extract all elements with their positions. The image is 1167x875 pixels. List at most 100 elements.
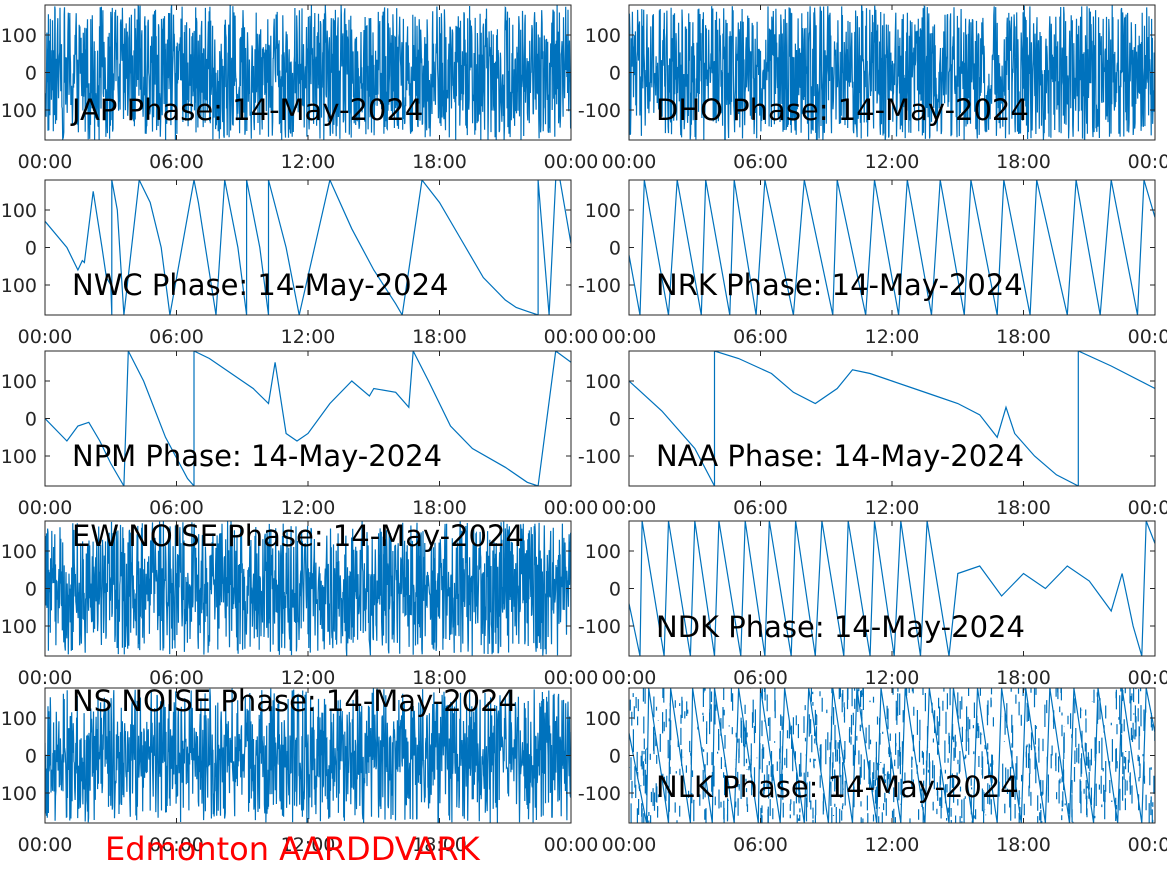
y-tick-label: -100 (578, 616, 621, 638)
x-tick-label: 12:00 (281, 151, 336, 173)
panel-naa: 100 0 -100 00:00 06:00 12:00 18:00 00:00 NAA Pha… (578, 350, 1167, 519)
panel-title: NWC Phase: 14-May-2024 (72, 268, 449, 302)
x-tick-label: 00:00 (544, 667, 599, 689)
x-tick-label: 06:00 (149, 497, 204, 519)
x-tick-label: 00:00 (1128, 834, 1167, 856)
x-tick-label: 00:00 (1128, 326, 1167, 348)
panel-nrk: 100 0 -100 00:00 06:00 12:00 18:00 00:00 NRK Pha… (578, 179, 1167, 348)
y-tick-label: 100 (1, 371, 37, 393)
panel-ndk: 100 0 -100 00:00 06:00 12:00 18:00 00:00 NDK Pha… (578, 520, 1167, 689)
x-tick-label: 12:00 (865, 834, 920, 856)
x-tick-label: 06:00 (149, 151, 204, 173)
y-tick-label: 0 (25, 238, 37, 260)
y-tick-label: 100 (1, 541, 37, 563)
y-tick-label: 0 (25, 63, 37, 85)
phase-series-line (45, 5, 571, 140)
y-tick-label: 0 (609, 409, 621, 431)
phase-series-line (45, 521, 571, 656)
phase-series-line (629, 688, 1155, 823)
panel-dho: 100 0 -100 00:00 06:00 12:00 18:00 00:00 DHO Pha… (578, 4, 1167, 173)
x-tick-label: 18:00 (996, 667, 1051, 689)
panel-title: NRK Phase: 14-May-2024 (656, 268, 1023, 302)
x-tick-label: 12:00 (281, 667, 336, 689)
y-tick-label: -100 (578, 446, 621, 468)
x-tick-label: 06:00 (733, 667, 788, 689)
y-tick-label: 0 (609, 238, 621, 260)
x-tick-label: 00:00 (602, 667, 657, 689)
x-tick-label: 06:00 (149, 667, 204, 689)
y-tick-label: 0 (25, 409, 37, 431)
x-tick-label: 00:00 (18, 326, 73, 348)
phase-series-line (45, 351, 571, 486)
phase-series-line (45, 180, 571, 315)
panel-title: NLK Phase: 14-May-2024 (656, 770, 1019, 804)
panel-title: DHO Phase: 14-May-2024 (656, 93, 1029, 127)
x-tick-label: 18:00 (412, 667, 467, 689)
x-tick-label: 18:00 (412, 151, 467, 173)
x-tick-label: 06:00 (733, 151, 788, 173)
x-tick-label: 06:00 (733, 497, 788, 519)
y-tick-label: -100 (0, 616, 37, 638)
y-tick-label: -100 (578, 100, 621, 122)
x-tick-label: 12:00 (281, 497, 336, 519)
x-tick-label: 00:00 (1128, 151, 1167, 173)
x-tick-label: 00:00 (18, 151, 73, 173)
y-tick-label: 100 (1, 708, 37, 730)
panel-npm: 100 0 -100 00:00 06:00 12:00 18:00 00:00 NPM Pha… (0, 350, 599, 519)
y-tick-label: 0 (609, 746, 621, 768)
x-tick-label: 18:00 (412, 834, 467, 856)
x-tick-label: 18:00 (996, 326, 1051, 348)
y-tick-label: 0 (609, 579, 621, 601)
x-tick-label: 00:00 (544, 834, 599, 856)
panel-jap: 100 0 -100 00:00 06:00 12:00 18:00 00:00 JAP Pha… (0, 4, 598, 173)
footer-label: Edmonton AARDDVARK (105, 830, 481, 868)
y-tick-label: -100 (0, 275, 37, 297)
x-tick-label: 00:00 (1128, 497, 1167, 519)
y-tick-label: -100 (0, 100, 37, 122)
phase-series-line (629, 180, 1155, 315)
y-tick-label: 100 (1, 200, 37, 222)
y-tick-label: 100 (585, 708, 621, 730)
y-tick-label: -100 (0, 783, 37, 805)
panel-ew-noise: 100 0 -100 00:00 06:00 12:00 18:00 00:00 EW NOIS… (0, 519, 598, 689)
panel-title: NPM Phase: 14-May-2024 (72, 439, 442, 473)
x-tick-label: 12:00 (865, 667, 920, 689)
y-tick-label: 100 (1, 25, 37, 47)
x-tick-label: 18:00 (412, 326, 467, 348)
x-tick-label: 00:00 (18, 497, 73, 519)
panel-title: NAA Phase: 14-May-2024 (656, 439, 1024, 473)
x-tick-label: 00:00 (602, 497, 657, 519)
panel-title: NDK Phase: 14-May-2024 (656, 610, 1025, 644)
panels-group: 100 0 -100 00:00 06:00 12:00 18:00 00:00 JAP Pha… (0, 4, 1167, 856)
y-tick-label: 0 (609, 63, 621, 85)
x-tick-label: 06:00 (149, 326, 204, 348)
x-tick-label: 12:00 (865, 151, 920, 173)
panel-title: EW NOISE Phase: 14-May-2024 (72, 519, 524, 553)
x-tick-label: 18:00 (412, 497, 467, 519)
panel-ns-noise: 100 0 -100 00:00 06:00 12:00 18:00 00:00 NS NOIS… (0, 684, 598, 856)
y-tick-label: 100 (585, 371, 621, 393)
panel-title: NS NOISE Phase: 14-May-2024 (72, 684, 517, 718)
phase-series-line (629, 521, 1155, 656)
x-tick-label: 00:00 (18, 667, 73, 689)
x-tick-label: 00:00 (1128, 667, 1167, 689)
x-tick-label: 12:00 (865, 326, 920, 348)
panel-nlk: 100 0 -100 00:00 06:00 12:00 18:00 00:00 NLK Pha… (578, 687, 1167, 856)
x-tick-label: 00:00 (602, 151, 657, 173)
y-tick-label: 100 (585, 200, 621, 222)
y-tick-label: 0 (25, 579, 37, 601)
x-tick-label: 00:00 (602, 326, 657, 348)
y-tick-label: -100 (578, 783, 621, 805)
panel-nwc: 100 0 -100 00:00 06:00 12:00 18:00 00:00 NWC Pha… (0, 179, 598, 348)
x-tick-label: 12:00 (865, 497, 920, 519)
y-tick-label: -100 (0, 446, 37, 468)
x-tick-label: 18:00 (996, 151, 1051, 173)
x-tick-label: 00:00 (544, 497, 599, 519)
phase-series-line (45, 688, 571, 823)
x-tick-label: 12:00 (281, 326, 336, 348)
x-tick-label: 00:00 (18, 834, 73, 856)
x-tick-label: 00:00 (602, 834, 657, 856)
y-tick-label: -100 (578, 275, 621, 297)
x-tick-label: 06:00 (149, 834, 204, 856)
